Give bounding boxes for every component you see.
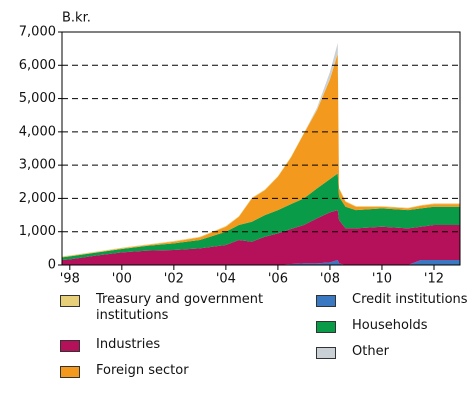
x-tick-label: '12 <box>424 272 444 287</box>
legend-swatch <box>60 295 80 307</box>
legend-label: Households <box>352 318 428 333</box>
y-unit: B.kr. <box>62 11 91 26</box>
y-tick-label: 2,000 <box>19 191 56 206</box>
x-tick-label: '10 <box>372 272 392 287</box>
y-tick-label: 3,000 <box>19 158 56 173</box>
legend-item: Treasury and government institutions <box>60 292 266 324</box>
y-tick-label: 0 <box>48 258 56 273</box>
legend-item: Households <box>316 318 475 334</box>
legend-swatch <box>60 340 80 352</box>
x-tick-label: '00 <box>112 272 132 287</box>
legend-label: Credit institutions <box>352 292 468 307</box>
x-tick-label: '02 <box>164 272 184 287</box>
legend-swatch <box>316 347 336 359</box>
y-tick-label: 5,000 <box>19 91 56 106</box>
area <box>62 210 460 265</box>
legend-label: Treasury and government institutions <box>96 292 264 323</box>
legend-label: Industries <box>96 337 161 352</box>
y-tick-label: 6,000 <box>19 58 56 73</box>
legend-item: Industries <box>60 337 266 353</box>
x-tick-label: '08 <box>320 272 340 287</box>
y-tick-label: 7,000 <box>19 25 56 40</box>
area <box>62 53 460 258</box>
legend-label: Foreign sector <box>96 363 189 378</box>
legend-swatch <box>60 366 80 378</box>
x-tick-label: '98 <box>60 272 80 287</box>
legend-item: Other <box>316 344 475 360</box>
legend-label: Other <box>352 344 389 359</box>
y-tick-label: 1,000 <box>19 224 56 239</box>
legend-swatch <box>316 295 336 307</box>
legend-item: Credit institutions <box>316 292 475 308</box>
area <box>62 173 460 261</box>
plot-frame <box>61 31 461 266</box>
y-tick-label: 4,000 <box>19 124 56 139</box>
legend-swatch <box>316 321 336 333</box>
x-tick-label: '06 <box>268 272 288 287</box>
x-tick-label: '04 <box>216 272 236 287</box>
legend-item: Foreign sector <box>60 363 266 379</box>
